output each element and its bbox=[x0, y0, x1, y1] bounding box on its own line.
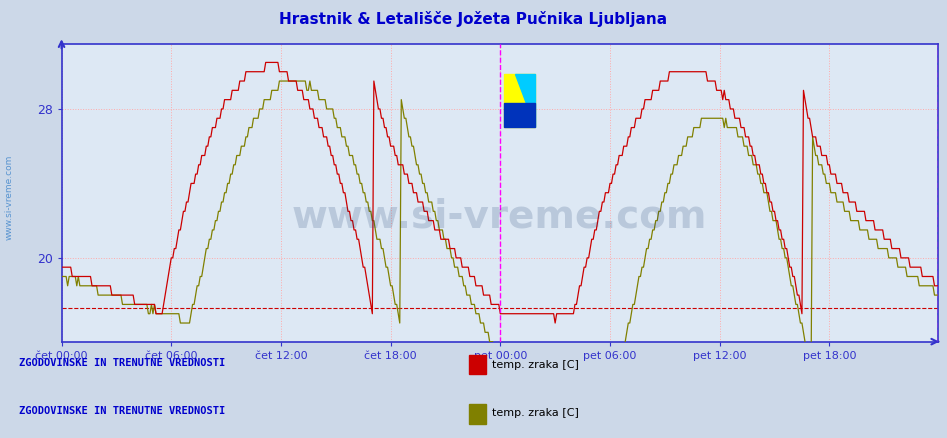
Text: ZGODOVINSKE IN TRENUTNE VREDNOSTI: ZGODOVINSKE IN TRENUTNE VREDNOSTI bbox=[19, 358, 225, 368]
Text: temp. zraka [C]: temp. zraka [C] bbox=[492, 360, 580, 370]
Text: temp. zraka [C]: temp. zraka [C] bbox=[492, 408, 580, 418]
Text: Hrastnik & Letališče Jožeta Pučnika Ljubljana: Hrastnik & Letališče Jožeta Pučnika Ljub… bbox=[279, 11, 668, 27]
Text: www.si-vreme.com: www.si-vreme.com bbox=[292, 198, 707, 236]
Text: ZGODOVINSKE IN TRENUTNE VREDNOSTI: ZGODOVINSKE IN TRENUTNE VREDNOSTI bbox=[19, 406, 225, 416]
Text: www.si-vreme.com: www.si-vreme.com bbox=[5, 155, 14, 240]
